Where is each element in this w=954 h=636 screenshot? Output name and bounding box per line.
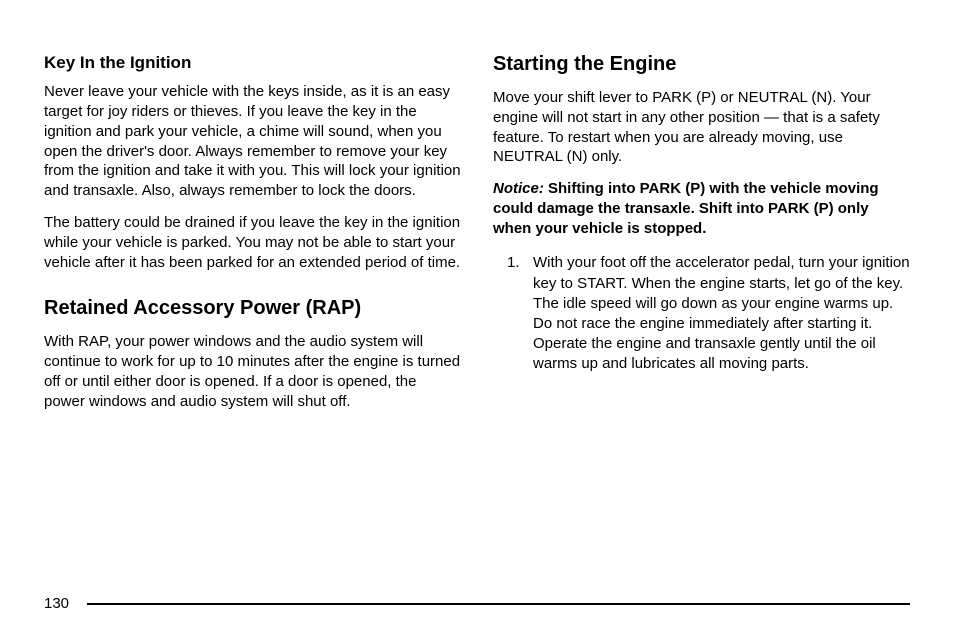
notice-text: Shifting into PARK (P) with the vehicle … <box>493 180 879 237</box>
footer-rule <box>87 603 910 605</box>
page-number: 130 <box>44 595 69 612</box>
notice-callout: Notice: Shifting into PARK (P) with the … <box>493 179 910 239</box>
page-footer: 130 <box>44 595 910 612</box>
body-paragraph: The battery could be drained if you leav… <box>44 213 461 272</box>
section-heading-starting-engine: Starting the Engine <box>493 52 910 77</box>
body-paragraph: Move your shift lever to PARK (P) or NEU… <box>493 88 910 167</box>
left-column: Key In the Ignition Never leave your veh… <box>44 52 461 424</box>
section-heading-rap: Retained Accessory Power (RAP) <box>44 296 461 321</box>
document-page: Key In the Ignition Never leave your veh… <box>0 0 954 636</box>
notice-label: Notice: <box>493 180 544 197</box>
body-paragraph: With RAP, your power windows and the aud… <box>44 332 461 411</box>
list-body: With your foot off the accelerator pedal… <box>533 254 910 371</box>
right-column: Starting the Engine Move your shift leve… <box>493 52 910 424</box>
list-number: 1. <box>507 253 520 273</box>
ordered-list-item: 1. With your foot off the accelerator pe… <box>493 253 910 374</box>
body-paragraph: Never leave your vehicle with the keys i… <box>44 82 461 201</box>
two-column-layout: Key In the Ignition Never leave your veh… <box>44 52 910 424</box>
section-heading-key-ignition: Key In the Ignition <box>44 52 461 73</box>
